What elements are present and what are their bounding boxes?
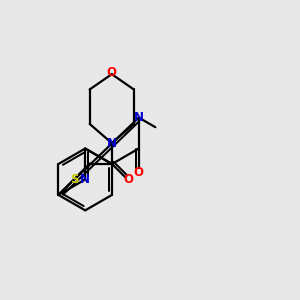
Text: S: S: [70, 173, 78, 186]
Text: N: N: [80, 173, 90, 186]
Text: N: N: [134, 111, 144, 124]
Text: O: O: [134, 166, 144, 178]
Text: N: N: [107, 136, 117, 150]
Text: O: O: [107, 66, 117, 79]
Text: O: O: [123, 173, 133, 186]
